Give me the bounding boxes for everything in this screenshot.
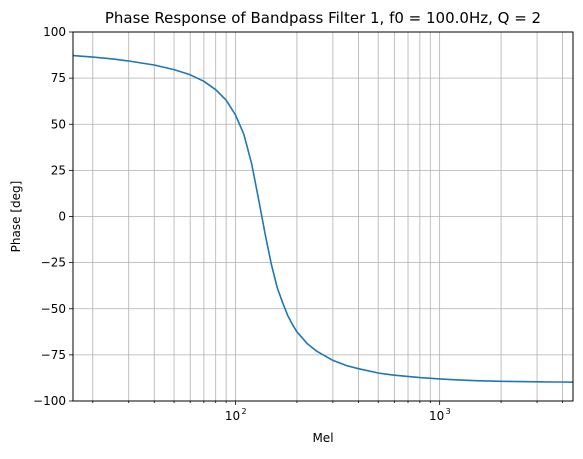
y-tick-label: 0: [58, 210, 66, 224]
y-tick-label: −75: [41, 348, 66, 362]
series-layer: [72, 54, 574, 383]
phase-series-line: [72, 54, 574, 383]
y-tick-label: 75: [51, 71, 66, 85]
y-tick-label: −25: [41, 256, 66, 270]
y-tick-label: 50: [51, 117, 66, 131]
y-tick-label: −100: [33, 394, 66, 408]
chart-title: Phase Response of Bandpass Filter 1, f0 …: [105, 9, 541, 27]
x-tick-label-exponent: 2: [241, 407, 246, 416]
x-axis-label: Mel: [312, 431, 333, 445]
x-tick-label-exponent: 3: [446, 407, 451, 416]
y-axis-label: Phase [deg]: [9, 181, 23, 253]
y-tick-label: 25: [51, 163, 66, 177]
grid-lines: [73, 31, 573, 402]
tick-marks: [69, 31, 563, 405]
x-tick-label: 10: [225, 409, 240, 423]
x-tick-label: 10: [429, 409, 444, 423]
y-tick-label: −50: [41, 302, 66, 316]
y-tick-label: 100: [43, 25, 66, 39]
